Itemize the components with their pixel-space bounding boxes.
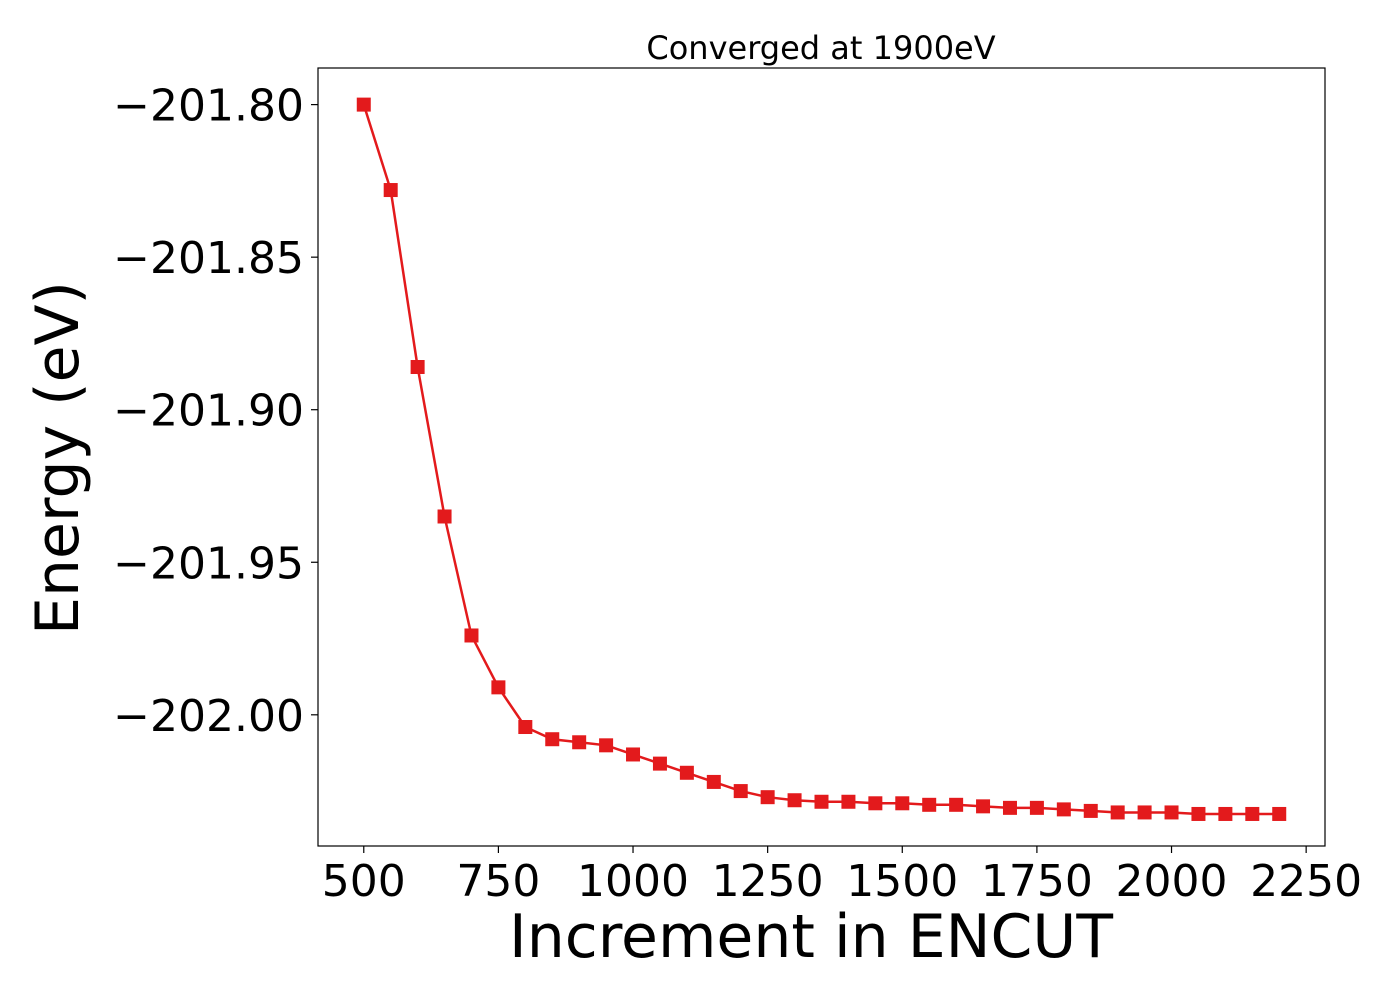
plot-background (318, 68, 1325, 846)
series-markers (356, 97, 1287, 821)
data-point-marker (922, 797, 937, 812)
data-point-marker (976, 799, 991, 814)
y-tick-label: −201.85 (113, 233, 304, 284)
data-point-marker (464, 628, 479, 643)
x-tick-label: 1500 (846, 856, 958, 907)
x-tick-label: 2000 (1116, 856, 1228, 907)
x-tick-label: 1750 (981, 856, 1093, 907)
data-point-marker (1218, 806, 1233, 821)
data-point-marker (706, 774, 721, 789)
y-axis-ticks: −201.80 −201.85 −201.90 −201.95 −202.00 (113, 81, 318, 742)
data-point-marker (1029, 800, 1044, 815)
x-tick-label: 750 (456, 856, 540, 907)
y-tick-label: −201.90 (113, 386, 304, 437)
x-tick-label: 2250 (1250, 856, 1362, 907)
data-point-marker (1083, 803, 1098, 818)
data-point-marker (1164, 805, 1179, 820)
data-point-marker (895, 796, 910, 811)
x-axis-label: Increment in ENCUT (509, 902, 1113, 972)
y-tick-label: −202.00 (113, 691, 304, 742)
data-point-marker (787, 793, 802, 808)
data-point-marker (814, 794, 829, 809)
x-tick-label: 1250 (712, 856, 824, 907)
data-point-marker (410, 360, 425, 374)
x-tick-label: 500 (322, 856, 406, 907)
data-point-marker (949, 797, 964, 812)
x-axis-ticks: 500 750 1000 1250 1500 1750 2000 2250 (322, 846, 1362, 907)
data-point-marker (1191, 806, 1206, 821)
data-point-marker (626, 747, 641, 762)
data-point-marker (1245, 806, 1260, 821)
y-axis-label: Energy (eV) (23, 281, 93, 635)
y-tick-label: −201.80 (113, 81, 304, 132)
data-point-marker (437, 509, 452, 524)
data-point-marker (599, 738, 614, 753)
data-point-marker (841, 794, 856, 809)
x-tick-label: 1000 (577, 856, 689, 907)
plot-frame (317, 67, 1326, 847)
data-point-marker (760, 790, 775, 805)
data-point-marker (518, 720, 533, 735)
data-point-marker (652, 756, 667, 771)
data-point-marker (733, 784, 748, 799)
data-point-marker (679, 765, 694, 780)
data-point-marker (1056, 802, 1071, 817)
data-point-marker (356, 97, 371, 112)
data-point-marker (1272, 806, 1287, 821)
data-point-marker (1002, 800, 1017, 815)
data-point-marker (1110, 805, 1125, 820)
data-point-marker (545, 732, 560, 747)
data-point-marker (1137, 805, 1152, 820)
chart-title: Converged at 1900eV (646, 29, 995, 67)
data-point-marker (572, 735, 587, 750)
y-tick-label: −201.95 (113, 538, 304, 589)
data-point-marker (383, 183, 398, 198)
data-point-marker (491, 680, 506, 695)
data-point-marker (868, 796, 883, 811)
